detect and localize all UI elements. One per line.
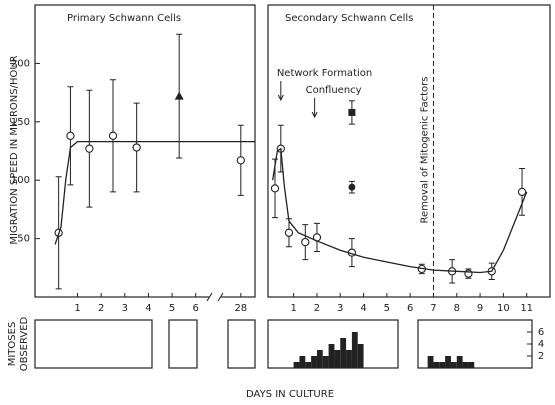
x-tick-label: 1 [74, 303, 80, 314]
annotation: Confluency [306, 85, 362, 96]
y-tick-label: 4 [538, 339, 544, 350]
annotation-arrow [277, 81, 284, 102]
x-tick-label: 3 [122, 303, 128, 314]
fit-line [272, 147, 528, 274]
panel-title: Primary Schwann Cells [67, 13, 181, 24]
x-axis-label: DAYS IN CULTURE [246, 389, 334, 400]
x-tick-label: 9 [477, 303, 483, 314]
histogram-bar [322, 356, 329, 368]
x-tick-label: 5 [169, 303, 175, 314]
annotation: Network Formation [277, 68, 372, 79]
mitoses-frame [417, 319, 533, 369]
point [85, 144, 94, 153]
histogram-bar [439, 362, 446, 368]
mitoses-label: MITOSES [7, 322, 18, 367]
point [132, 143, 141, 152]
annotation-arrow [311, 98, 318, 119]
axis-break [206, 292, 213, 302]
histogram-bar [305, 362, 312, 368]
annotation: Removal of Mitogenic Factors [419, 77, 430, 224]
x-tick-label: 6 [193, 303, 199, 314]
histogram-bar [299, 356, 306, 368]
point [301, 237, 310, 247]
point [284, 228, 294, 237]
x-tick-label: 3 [337, 303, 343, 314]
mitoses-label: OBSERVED [19, 316, 30, 371]
x-tick-label: 5 [384, 303, 390, 314]
histogram-bar [445, 356, 451, 368]
axis-break-gap [209, 293, 221, 301]
y-tick-label: 2 [538, 351, 544, 362]
y-tick-label: 200 [11, 58, 30, 69]
x-tick-label: 4 [145, 303, 151, 314]
point [517, 187, 527, 197]
x-tick-label: 4 [360, 303, 366, 314]
primary-frame [34, 4, 256, 298]
histogram-bar [462, 362, 469, 368]
histogram-bar [357, 344, 364, 368]
histogram-bar [346, 350, 352, 368]
x-tick-label: 1 [290, 303, 296, 314]
histogram-bar [450, 362, 457, 368]
histogram-bar [340, 338, 347, 368]
y-tick-label: 150 [11, 117, 30, 128]
y-axis-label: MIGRATION SPEED IN MICRONS/HOUR [9, 55, 20, 244]
histogram-bar [316, 350, 323, 368]
histogram-bar [456, 356, 463, 368]
histogram-bar [328, 344, 335, 368]
axis-break [217, 292, 224, 302]
point [348, 108, 356, 116]
x-tick-label: 28 [234, 303, 247, 314]
histogram-bar [433, 362, 440, 368]
histogram-bar [468, 362, 475, 368]
histogram-bar [293, 362, 300, 368]
panel-title: Secondary Schwann Cells [285, 13, 413, 24]
point [236, 156, 245, 165]
y-tick-label: 50 [17, 234, 30, 245]
point [108, 131, 118, 140]
mitoses-frame [227, 319, 256, 369]
x-tick-label: 2 [98, 303, 104, 314]
secondary-frame [267, 4, 551, 298]
point [66, 131, 75, 140]
x-tick-label: 8 [454, 303, 460, 314]
point [270, 184, 280, 193]
point [174, 91, 184, 100]
histogram-bar [427, 356, 434, 368]
x-tick-label: 10 [497, 303, 510, 314]
x-tick-label: 7 [430, 303, 436, 314]
point [348, 183, 356, 191]
x-tick-label: 11 [520, 303, 533, 314]
x-tick-label: 6 [407, 303, 413, 314]
mitoses-frame [168, 319, 198, 369]
histogram-bar [351, 332, 358, 368]
fit-line [54, 141, 255, 245]
histogram-bar [334, 350, 341, 368]
mitoses-frame [34, 319, 153, 369]
x-tick-label: 2 [314, 303, 320, 314]
y-tick-label: 100 [11, 175, 30, 186]
histogram-bar [311, 356, 317, 368]
y-tick-label: 6 [538, 327, 544, 338]
